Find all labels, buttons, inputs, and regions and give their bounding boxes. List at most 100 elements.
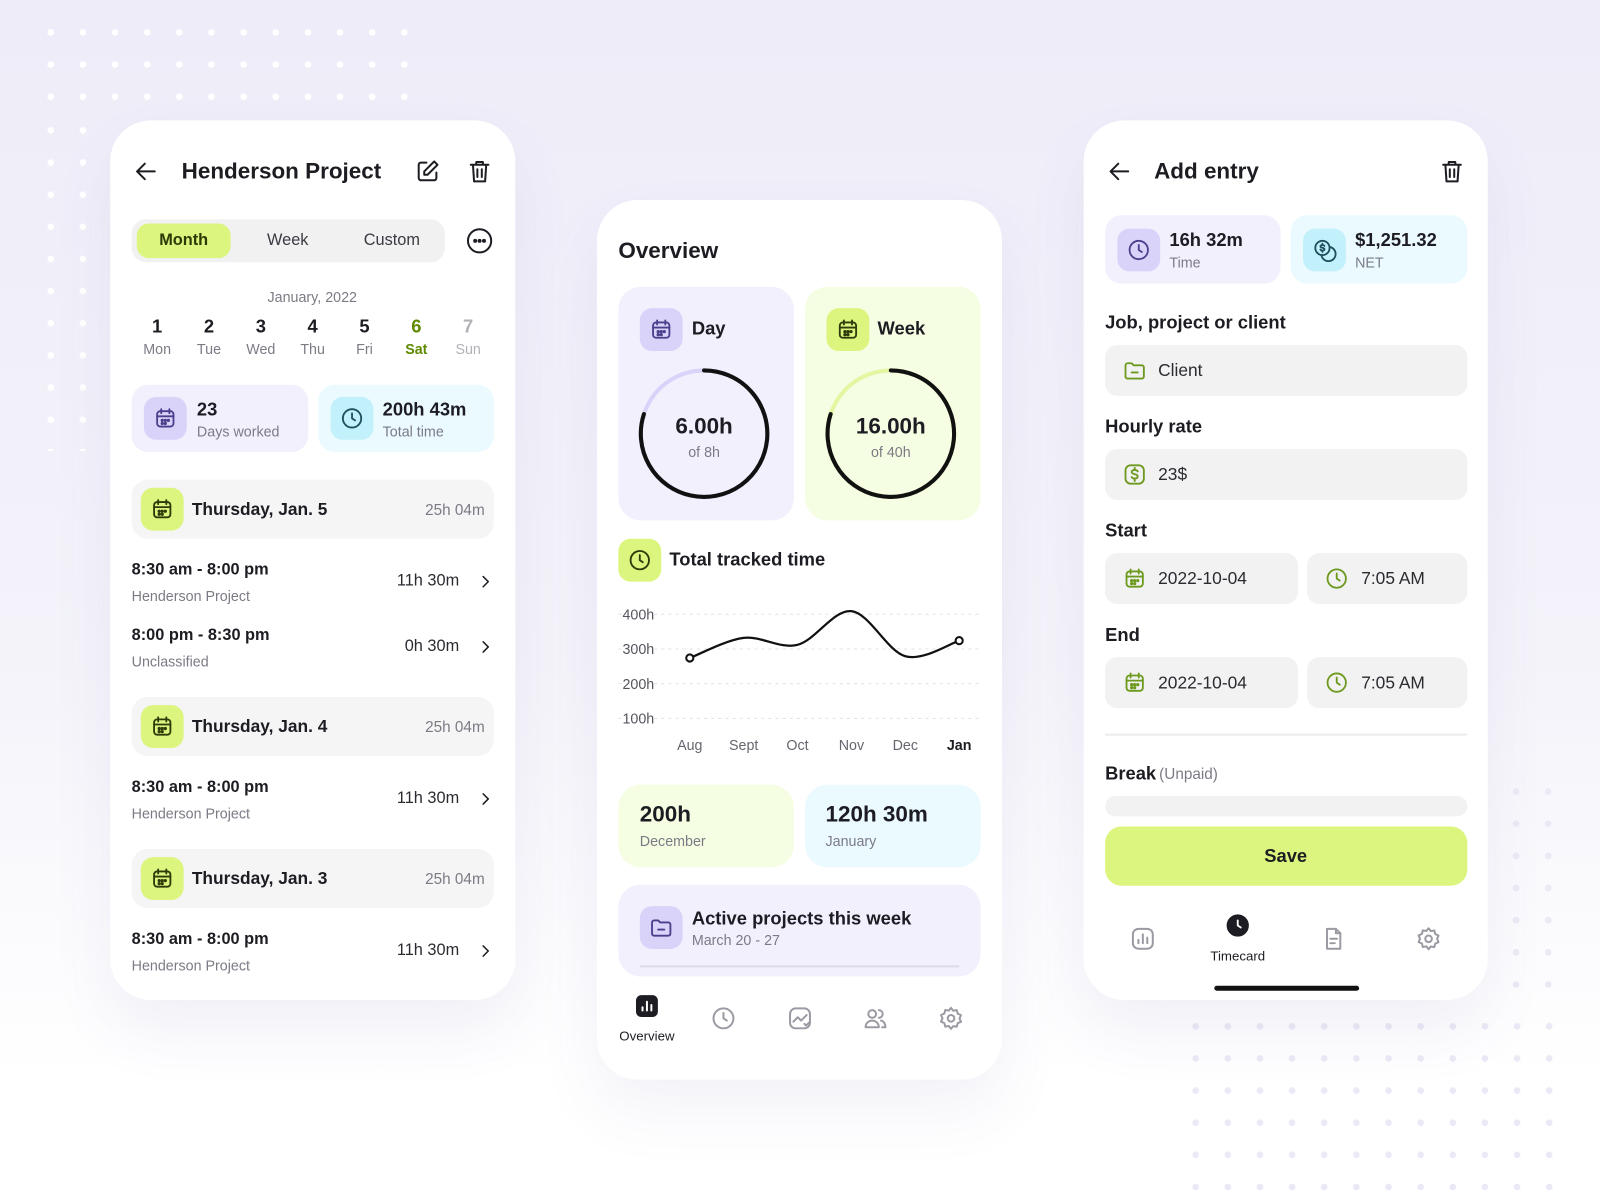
icon bbox=[1128, 239, 1149, 261]
back-button[interactable] bbox=[1109, 162, 1130, 181]
tab[interactable]: Custom bbox=[363, 231, 420, 249]
save-label[interactable]: Save bbox=[1264, 845, 1308, 867]
nav-label[interactable]: Timecard bbox=[1210, 948, 1266, 964]
input-field[interactable] bbox=[1105, 448, 1468, 500]
weekday[interactable]: Tue bbox=[196, 340, 222, 358]
field-value[interactable]: 7:05 AM bbox=[1361, 672, 1425, 693]
icon-part bbox=[153, 868, 172, 878]
nav-item[interactable] bbox=[940, 1006, 962, 1030]
field-value[interactable]: 2022-10-04 bbox=[1158, 672, 1247, 693]
input-field[interactable] bbox=[1105, 553, 1298, 605]
nav-item[interactable] bbox=[712, 1007, 735, 1030]
weekday[interactable]: Fri bbox=[356, 340, 373, 358]
entry-time[interactable]: 8:30 am - 8:00 pm bbox=[131, 561, 269, 579]
icon-part bbox=[423, 160, 439, 176]
day-number[interactable]: 7 bbox=[463, 316, 474, 337]
nav-overview[interactable] bbox=[635, 995, 658, 1018]
nav-item[interactable] bbox=[789, 1007, 811, 1030]
weekday[interactable]: Mon bbox=[143, 340, 172, 358]
icon-part bbox=[1133, 578, 1137, 583]
icon-tile bbox=[140, 857, 184, 900]
summary-card bbox=[618, 784, 794, 868]
weekday[interactable]: Thu bbox=[300, 340, 325, 358]
delete-button[interactable] bbox=[469, 161, 490, 183]
day-number[interactable]: 5 bbox=[359, 316, 370, 337]
icon-part bbox=[641, 1000, 653, 1012]
day-number[interactable]: 2 bbox=[203, 316, 215, 337]
day-number[interactable]: 3 bbox=[255, 316, 266, 337]
entry-time[interactable]: 8:30 am - 8:00 pm bbox=[131, 778, 269, 796]
day-number[interactable]: 4 bbox=[307, 316, 318, 337]
open-entry[interactable] bbox=[482, 575, 490, 588]
input-field[interactable] bbox=[1307, 657, 1468, 709]
input-field[interactable] bbox=[1105, 657, 1298, 709]
icon-part bbox=[163, 509, 167, 513]
icon-part bbox=[157, 509, 161, 513]
weekday[interactable]: Sat bbox=[405, 340, 428, 358]
day-number[interactable]: 6 bbox=[411, 316, 422, 337]
ring-value: 6.00h bbox=[675, 413, 733, 439]
icon-part bbox=[659, 329, 663, 334]
input-field[interactable] bbox=[1307, 553, 1468, 605]
more-button[interactable] bbox=[466, 228, 493, 254]
input-field[interactable] bbox=[1105, 795, 1468, 817]
day-title: Thursday, Jan. 4 bbox=[191, 716, 328, 737]
open-entry[interactable] bbox=[482, 793, 490, 805]
edit-button[interactable] bbox=[417, 160, 439, 182]
delete-button[interactable] bbox=[1442, 161, 1462, 183]
icon-part bbox=[482, 575, 490, 588]
stat-label: Total time bbox=[382, 423, 444, 440]
summary-value: 200h bbox=[639, 801, 691, 827]
icon-part bbox=[846, 333, 850, 337]
entry-project: Unclassified bbox=[131, 653, 209, 670]
field-value[interactable]: 23$ bbox=[1158, 464, 1188, 485]
tab[interactable]: Week bbox=[267, 231, 309, 249]
summary-label: Time bbox=[1169, 254, 1201, 271]
weekday[interactable]: Sun bbox=[455, 340, 481, 358]
icon-part bbox=[466, 228, 493, 254]
icon-part bbox=[1335, 676, 1341, 686]
icon bbox=[153, 868, 172, 888]
entry-time[interactable]: 8:00 pm - 8:30 pm bbox=[131, 626, 270, 644]
icon-part bbox=[482, 945, 490, 957]
input-field[interactable] bbox=[1105, 344, 1468, 396]
icon-part bbox=[351, 412, 357, 422]
icon-part bbox=[792, 1014, 808, 1023]
icon-part bbox=[1314, 239, 1331, 257]
field-value[interactable]: Client bbox=[1158, 360, 1203, 381]
icon-part bbox=[638, 554, 644, 564]
weekday[interactable]: Wed bbox=[246, 340, 276, 358]
field-label: Hourly rate bbox=[1105, 416, 1203, 437]
field-value[interactable]: 7:05 AM bbox=[1361, 568, 1425, 589]
nav-item[interactable] bbox=[1326, 927, 1342, 950]
nav-item[interactable] bbox=[864, 1009, 887, 1029]
icon-part bbox=[1136, 578, 1140, 583]
entry-project: Henderson Project bbox=[131, 957, 250, 974]
open-entry[interactable] bbox=[482, 641, 490, 653]
ring-target: of 8h bbox=[688, 443, 720, 461]
nav-item[interactable] bbox=[1417, 927, 1440, 951]
ring-target: of 40h bbox=[870, 443, 911, 461]
x-tick-label: Nov bbox=[838, 736, 865, 754]
icon bbox=[629, 550, 650, 571]
back-button[interactable] bbox=[136, 162, 156, 181]
day-number[interactable]: 1 bbox=[152, 316, 163, 337]
icon-part bbox=[789, 1007, 811, 1030]
nav-label[interactable]: Overview bbox=[619, 1028, 675, 1044]
summary-label: January bbox=[825, 832, 877, 849]
icon bbox=[153, 716, 172, 736]
nav-timecard[interactable] bbox=[1226, 914, 1249, 937]
tab[interactable]: Month bbox=[159, 231, 209, 249]
tab-active[interactable] bbox=[136, 223, 231, 259]
field-value[interactable]: 2022-10-04 bbox=[1158, 568, 1247, 589]
icon-part bbox=[157, 729, 161, 734]
entry-time[interactable]: 8:30 am - 8:00 pm bbox=[131, 930, 269, 948]
icon-part bbox=[153, 718, 172, 736]
nav-item[interactable] bbox=[1131, 927, 1154, 950]
ring-label: Day bbox=[691, 318, 726, 339]
icon-part bbox=[1124, 464, 1145, 485]
icon-part bbox=[1335, 572, 1341, 582]
save-button[interactable] bbox=[1105, 826, 1468, 886]
dot-pattern bbox=[34, 114, 100, 452]
open-entry[interactable] bbox=[482, 945, 490, 957]
